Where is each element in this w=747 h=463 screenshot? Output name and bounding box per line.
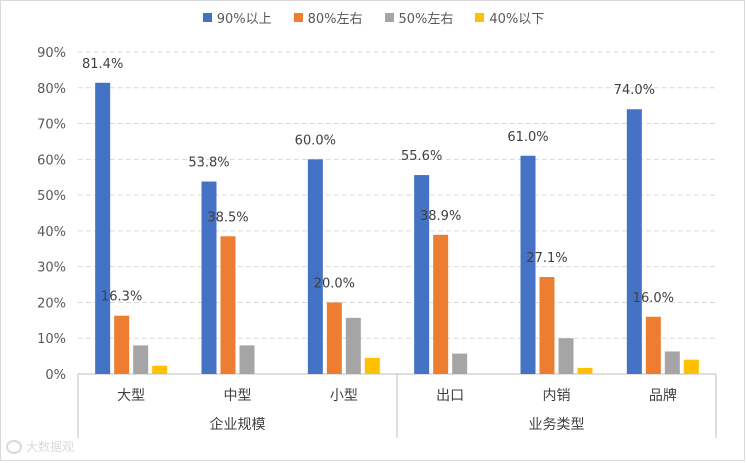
bar xyxy=(539,277,555,374)
legend-swatch xyxy=(384,13,394,22)
y-tick-label: 30% xyxy=(37,261,66,276)
bar xyxy=(452,353,468,374)
legend-swatch xyxy=(293,13,303,22)
data-label: 53.8% xyxy=(188,156,229,171)
bar xyxy=(645,316,661,374)
bar xyxy=(626,109,642,374)
data-label: 81.4% xyxy=(82,57,123,72)
watermark-text: 大数据观 xyxy=(26,440,75,454)
data-label: 16.3% xyxy=(101,290,142,305)
y-tick-label: 60% xyxy=(37,153,66,168)
category-label: 内销 xyxy=(543,388,571,404)
bar xyxy=(345,317,361,374)
category-label: 大型 xyxy=(117,388,145,404)
bar xyxy=(364,357,380,374)
bar xyxy=(307,159,323,374)
category-label: 品牌 xyxy=(649,387,677,404)
legend-item: 90%以上 xyxy=(202,8,272,27)
bar xyxy=(558,338,574,374)
category-label: 中型 xyxy=(224,388,252,404)
legend-label: 90%以上 xyxy=(216,12,272,27)
legend-swatch xyxy=(202,13,212,22)
y-tick-label: 40% xyxy=(37,225,66,240)
bar xyxy=(114,315,130,374)
bar xyxy=(133,345,149,374)
chart-legend: 90%以上 80%左右 50%左右 40%以下 xyxy=(0,8,747,27)
bar xyxy=(95,82,111,374)
y-tick-label: 70% xyxy=(37,118,66,133)
bar xyxy=(577,367,593,374)
y-tick-label: 0% xyxy=(45,368,66,383)
bar xyxy=(220,236,236,374)
y-tick-label: 10% xyxy=(37,332,66,347)
bar xyxy=(326,302,342,374)
legend-label: 40%以下 xyxy=(489,12,545,27)
bar xyxy=(683,359,699,374)
y-tick-label: 90% xyxy=(37,46,66,61)
legend-label: 50%左右 xyxy=(398,12,454,27)
data-label: 16.0% xyxy=(633,291,674,306)
y-tick-label: 80% xyxy=(37,82,66,97)
watermark-logo-icon xyxy=(6,439,22,454)
y-tick-label: 20% xyxy=(37,296,66,311)
legend-item: 50%左右 xyxy=(384,8,454,27)
data-label: 55.6% xyxy=(401,149,442,164)
bar xyxy=(664,351,680,374)
bar xyxy=(152,365,168,374)
data-label: 20.0% xyxy=(314,276,355,291)
y-tick-label: 50% xyxy=(37,189,66,204)
category-label: 小型 xyxy=(330,388,358,404)
data-label: 60.0% xyxy=(295,133,336,148)
data-label: 38.5% xyxy=(207,210,248,225)
group-label: 企业规模 xyxy=(210,416,266,433)
legend-swatch xyxy=(475,13,485,22)
data-label: 27.1% xyxy=(526,251,567,266)
data-label: 61.0% xyxy=(507,130,548,145)
bar xyxy=(433,234,449,374)
bar xyxy=(520,155,536,374)
data-label: 74.0% xyxy=(614,83,655,98)
legend-item: 40%以下 xyxy=(475,8,544,27)
category-label: 出口 xyxy=(436,388,464,404)
watermark: 大数据观 xyxy=(6,438,74,455)
group-label: 业务类型 xyxy=(529,417,585,433)
bar xyxy=(201,181,217,374)
bar xyxy=(239,345,255,374)
legend-item: 80%左右 xyxy=(293,8,363,27)
data-label: 38.9% xyxy=(420,209,461,224)
legend-label: 80%左右 xyxy=(307,12,363,27)
bar xyxy=(414,175,430,374)
